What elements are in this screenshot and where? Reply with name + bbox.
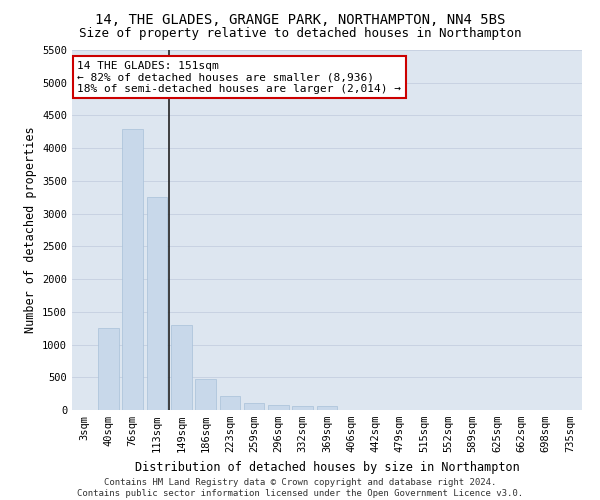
Bar	[220, 396, 240, 410]
Bar	[268, 405, 289, 410]
Bar	[98, 328, 119, 410]
Bar	[244, 404, 265, 410]
Text: 14, THE GLADES, GRANGE PARK, NORTHAMPTON, NN4 5BS: 14, THE GLADES, GRANGE PARK, NORTHAMPTON…	[95, 12, 505, 26]
Bar	[195, 378, 216, 410]
Bar	[171, 325, 191, 410]
Bar	[292, 406, 313, 410]
Bar	[146, 198, 167, 410]
X-axis label: Distribution of detached houses by size in Northampton: Distribution of detached houses by size …	[134, 460, 520, 473]
Bar	[317, 406, 337, 410]
Text: Contains HM Land Registry data © Crown copyright and database right 2024.
Contai: Contains HM Land Registry data © Crown c…	[77, 478, 523, 498]
Text: Size of property relative to detached houses in Northampton: Size of property relative to detached ho…	[79, 28, 521, 40]
Text: 14 THE GLADES: 151sqm
← 82% of detached houses are smaller (8,936)
18% of semi-d: 14 THE GLADES: 151sqm ← 82% of detached …	[77, 61, 401, 94]
Y-axis label: Number of detached properties: Number of detached properties	[23, 126, 37, 334]
Bar	[122, 128, 143, 410]
